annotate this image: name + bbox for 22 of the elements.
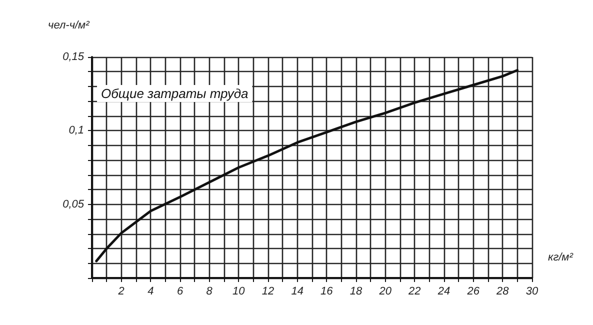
x-tick-label: 12 [262,286,274,298]
x-tick-label: 22 [408,286,421,298]
x-tick-label: 2 [117,286,124,298]
y-tick-label: 0,15 [62,51,85,63]
x-tick-label: 26 [466,286,480,298]
x-tick-label: 8 [206,286,214,298]
x-tick-label: 16 [320,286,334,298]
x-tick-label: 14 [291,286,304,298]
x-tick-label: 30 [526,286,539,298]
x-tick-label: 18 [350,286,363,298]
x-tick-label: 10 [232,286,246,298]
x-tick-label: 28 [496,286,510,298]
y-tick-label: 0,1 [68,124,84,137]
y-tick-label: 0,05 [62,198,85,210]
y-axis-title: чел-ч/м² [48,20,90,32]
text: Общие затраты труда [101,86,248,101]
x-axis-title: кг/м² [548,252,574,264]
x-tick-label: 20 [378,286,392,298]
x-tick-label: 6 [176,286,184,298]
line-series [95,69,519,262]
x-tick-label: 24 [436,286,450,298]
x-tick-label: 4 [148,286,154,298]
